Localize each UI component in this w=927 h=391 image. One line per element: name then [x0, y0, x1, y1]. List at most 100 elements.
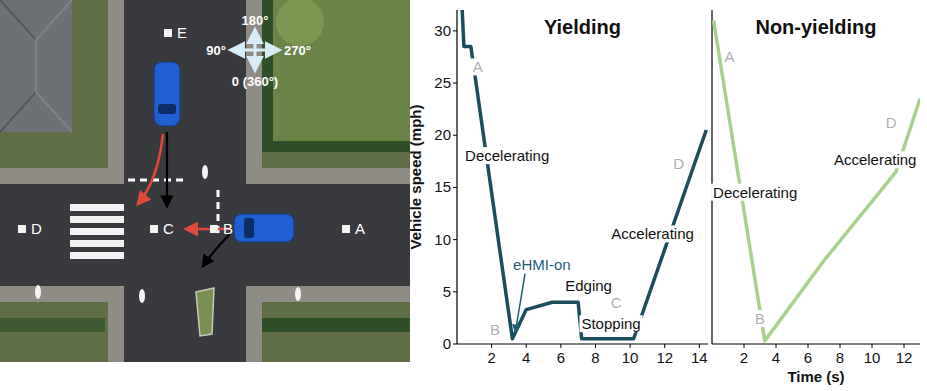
island — [196, 288, 214, 336]
roof-ridge — [36, 0, 72, 132]
road — [124, 0, 246, 362]
annotation: Edging — [565, 277, 612, 294]
lamp — [202, 165, 208, 179]
x-tick-label: 12 — [896, 349, 913, 366]
chart-title: Yielding — [544, 16, 621, 38]
y-tick — [453, 187, 457, 188]
annotation: B — [755, 310, 765, 327]
lamp — [295, 287, 301, 301]
x-tick-label: 10 — [864, 349, 881, 366]
annotation: Decelerating — [465, 147, 549, 164]
grass — [0, 0, 410, 362]
x-tick — [664, 344, 665, 348]
y-tick — [453, 135, 457, 136]
y-tick-label: 25 — [434, 74, 451, 91]
label-patch — [711, 184, 799, 201]
y-axis-title: Vehicle speed (mph) — [407, 104, 424, 249]
point-label: C — [163, 220, 174, 237]
x-tick-label: 6 — [557, 349, 565, 366]
sidewalk — [0, 168, 410, 302]
x-tick — [840, 344, 841, 348]
label-patch — [579, 315, 642, 332]
point-marker — [150, 225, 158, 233]
x-axis — [712, 343, 920, 344]
annotation: C — [611, 294, 622, 311]
scene: ABCDE180°90°270°0 (360°) — [0, 0, 410, 362]
plot-area — [714, 20, 920, 340]
x-tick — [595, 344, 596, 348]
path-arrow — [138, 134, 163, 204]
point-marker — [342, 225, 350, 233]
chart-title: Non-yielding — [755, 16, 876, 38]
x-tick — [904, 344, 905, 348]
label-patch — [488, 321, 502, 338]
annotation: D — [673, 155, 684, 172]
point-marker — [210, 225, 218, 233]
x-tick-label: 8 — [591, 349, 599, 366]
point-label: B — [223, 220, 233, 237]
annotation: A — [725, 48, 735, 65]
label-patch — [471, 58, 485, 75]
x-tick-label: 8 — [836, 349, 844, 366]
x-tick — [699, 344, 700, 348]
x-tick — [526, 344, 527, 348]
y-axis — [456, 10, 457, 344]
house — [0, 0, 72, 132]
point-marker — [164, 29, 172, 37]
label-patch — [832, 151, 919, 168]
annotation: eHMI-on — [513, 256, 571, 273]
compass-label: 0 (360°) — [232, 74, 278, 89]
x-tick — [872, 344, 873, 348]
x-axis-title: Time (s) — [787, 368, 844, 385]
label-patch — [884, 114, 899, 131]
label-patch — [609, 225, 696, 242]
x-tick — [808, 344, 809, 348]
crosswalk-stripe — [70, 228, 124, 235]
label-patch — [563, 277, 614, 294]
y-axis — [711, 10, 712, 344]
x-tick — [630, 344, 631, 348]
tree — [276, 0, 324, 46]
windshield — [158, 104, 176, 114]
x-tick — [744, 344, 745, 348]
plot-area — [462, 10, 706, 339]
x-tick-label: 2 — [740, 349, 748, 366]
annotation: D — [886, 114, 897, 131]
x-axis — [457, 343, 708, 344]
point-label: A — [355, 220, 365, 237]
hedge — [262, 318, 410, 332]
car — [234, 214, 294, 242]
car-body — [154, 62, 180, 126]
annotation: A — [473, 58, 483, 75]
label-patch — [671, 155, 686, 172]
road — [0, 184, 410, 286]
crosswalk-stripe — [70, 252, 124, 259]
roof-ridge — [0, 0, 36, 132]
y-tick-label: 20 — [434, 126, 451, 143]
car — [154, 62, 180, 126]
compass-label: 90° — [206, 43, 226, 58]
hedge — [0, 318, 105, 332]
x-tick-label: 4 — [772, 349, 780, 366]
x-tick-label: 12 — [656, 349, 673, 366]
crosswalk-stripe — [70, 240, 124, 247]
path-arrow — [203, 234, 230, 266]
y-tick — [453, 291, 457, 292]
x-tick — [491, 344, 492, 348]
sidewalk — [108, 0, 262, 362]
annotation: Accelerating — [611, 225, 694, 242]
path-arrow — [166, 132, 168, 206]
annotation: Decelerating — [713, 184, 797, 201]
x-tick — [776, 344, 777, 348]
annotations: ADeceleratingBeHMI-onEdgingCStoppingAcce… — [463, 58, 696, 338]
lamp — [35, 285, 41, 299]
y-tick — [453, 344, 457, 345]
label-patch — [511, 256, 573, 273]
y-tick-label: 0 — [443, 335, 451, 352]
line-series — [714, 20, 920, 340]
y-tick — [453, 30, 457, 31]
annotations: A Decelerating B Accelerating D — [711, 48, 918, 327]
annotation: Accelerating — [834, 151, 917, 168]
x-tick-label: 10 — [622, 349, 639, 366]
x-tick-label: 14 — [691, 349, 708, 366]
